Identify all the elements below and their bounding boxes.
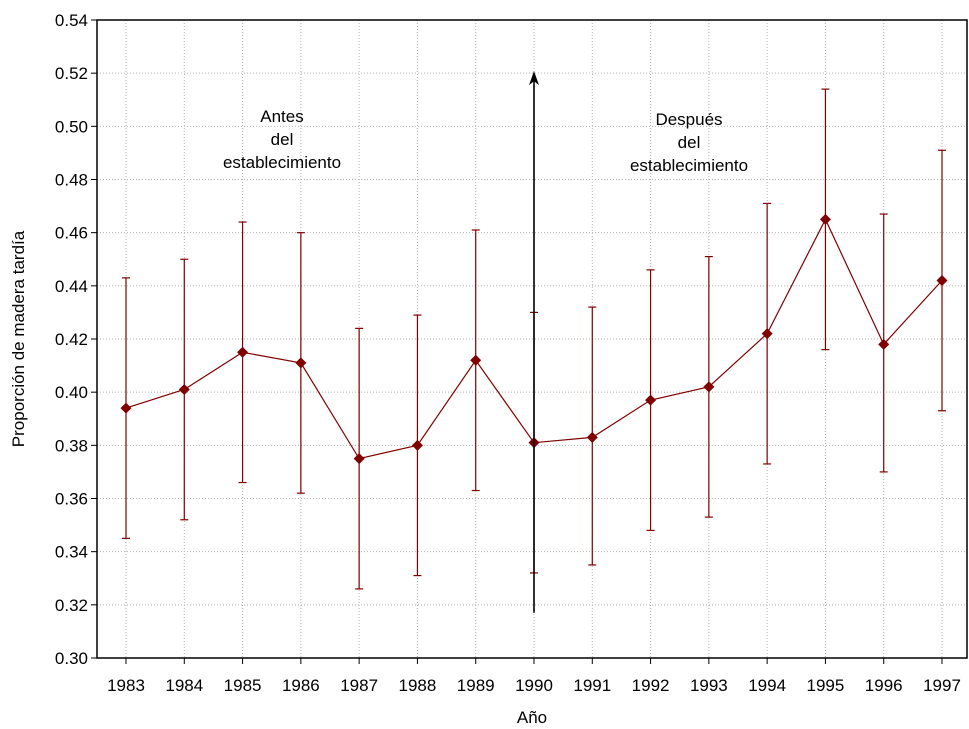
annotation-line: Antes	[260, 107, 303, 126]
annotation-line: establecimiento	[223, 153, 341, 172]
y-tick-label: 0.32	[55, 596, 88, 615]
x-tick-label: 1989	[457, 676, 495, 695]
data-point	[645, 394, 657, 406]
y-tick-label: 0.48	[55, 171, 88, 190]
grid	[97, 20, 967, 658]
y-axis: 0.30 0.32 0.34 0.36 0.38 0.40 0.42 0.44 0.46 0.48…	[55, 11, 97, 668]
data-point	[936, 275, 948, 287]
x-tick-label: 1991	[573, 676, 611, 695]
data-point	[586, 431, 598, 443]
data-point	[411, 439, 423, 451]
y-tick-label: 0.44	[55, 277, 88, 296]
y-tick-label: 0.36	[55, 490, 88, 509]
y-tick-label: 0.54	[55, 11, 88, 30]
data-point	[703, 381, 715, 393]
y-tick-label: 0.38	[55, 436, 88, 455]
y-tick-label: 0.30	[55, 649, 88, 668]
x-tick-label: 1987	[340, 676, 378, 695]
x-tick-label: 1995	[807, 676, 845, 695]
data-point	[237, 346, 249, 358]
y-axis-label: Proporción de madera tardía	[9, 230, 28, 447]
y-tick-label: 0.46	[55, 224, 88, 243]
x-tick-label: 1990	[515, 676, 553, 695]
annotation-line: establecimiento	[630, 156, 748, 175]
data-point	[295, 357, 307, 369]
x-tick-label: 1997	[923, 676, 961, 695]
data-point	[761, 328, 773, 340]
y-tick-label: 0.40	[55, 383, 88, 402]
data-point	[178, 384, 190, 396]
annotation-line: Después	[655, 110, 722, 129]
x-tick-label: 1983	[107, 676, 145, 695]
data-point	[120, 402, 132, 414]
data-point	[470, 354, 482, 366]
x-tick-label: 1993	[690, 676, 728, 695]
x-tick-label: 1992	[632, 676, 670, 695]
data-point	[819, 213, 831, 225]
annotation-line: del	[271, 130, 294, 149]
x-tick-label: 1994	[748, 676, 786, 695]
x-axis: 1983 1984 1985 1986 1987 1988 1989 1990 1991 1992…	[107, 658, 961, 695]
x-axis-label: Año	[517, 708, 547, 727]
annotation-line: del	[678, 133, 701, 152]
x-tick-label: 1988	[399, 676, 437, 695]
x-tick-label: 1996	[865, 676, 903, 695]
arrow-head	[529, 71, 539, 86]
x-tick-label: 1986	[282, 676, 320, 695]
data-point	[878, 338, 890, 350]
data-point	[353, 453, 365, 465]
y-tick-label: 0.50	[55, 117, 88, 136]
y-tick-label: 0.34	[55, 543, 88, 562]
y-tick-label: 0.52	[55, 64, 88, 83]
annotations: Antes del establecimiento Después del estable…	[223, 107, 748, 175]
x-tick-label: 1985	[224, 676, 262, 695]
divider-arrow	[529, 71, 539, 613]
x-tick-label: 1984	[165, 676, 203, 695]
y-tick-label: 0.42	[55, 330, 88, 349]
